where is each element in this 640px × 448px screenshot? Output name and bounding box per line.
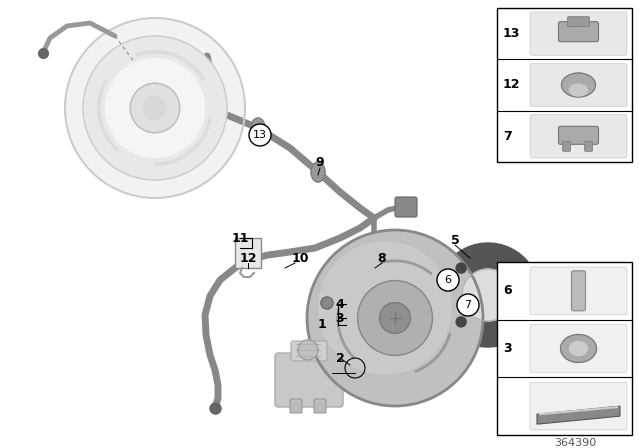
Text: 5: 5 — [451, 233, 460, 246]
Circle shape — [510, 317, 520, 327]
Ellipse shape — [358, 280, 433, 355]
Text: 3: 3 — [336, 311, 344, 324]
Text: 13: 13 — [503, 27, 520, 40]
Ellipse shape — [307, 230, 483, 406]
Ellipse shape — [83, 36, 227, 180]
FancyBboxPatch shape — [290, 399, 302, 413]
FancyBboxPatch shape — [291, 341, 327, 361]
Ellipse shape — [311, 162, 325, 182]
Text: 8: 8 — [378, 251, 387, 264]
Text: 364390: 364390 — [554, 438, 596, 448]
Circle shape — [249, 124, 271, 146]
Ellipse shape — [380, 302, 410, 333]
Circle shape — [298, 340, 318, 360]
FancyBboxPatch shape — [314, 399, 326, 413]
FancyBboxPatch shape — [559, 22, 598, 42]
Text: 9: 9 — [316, 155, 324, 168]
FancyBboxPatch shape — [530, 267, 627, 314]
Text: 6: 6 — [503, 284, 511, 297]
Ellipse shape — [561, 335, 596, 362]
Circle shape — [436, 243, 540, 347]
FancyBboxPatch shape — [530, 12, 627, 56]
Text: 12: 12 — [503, 78, 520, 91]
Ellipse shape — [561, 73, 595, 97]
Circle shape — [321, 297, 333, 309]
Text: 1: 1 — [317, 319, 326, 332]
Circle shape — [462, 269, 514, 321]
Ellipse shape — [570, 341, 588, 356]
FancyBboxPatch shape — [497, 8, 632, 162]
Polygon shape — [537, 406, 620, 424]
FancyBboxPatch shape — [530, 325, 627, 372]
Circle shape — [457, 294, 479, 316]
FancyBboxPatch shape — [568, 17, 589, 27]
Text: 7: 7 — [503, 130, 512, 143]
Text: 4: 4 — [335, 298, 344, 311]
Text: 10: 10 — [291, 251, 308, 264]
Text: 13: 13 — [253, 130, 267, 140]
FancyBboxPatch shape — [572, 271, 586, 311]
FancyBboxPatch shape — [584, 141, 593, 151]
FancyBboxPatch shape — [530, 115, 627, 158]
Ellipse shape — [144, 97, 166, 119]
Ellipse shape — [65, 18, 245, 198]
FancyBboxPatch shape — [530, 382, 627, 430]
FancyBboxPatch shape — [563, 141, 570, 151]
FancyBboxPatch shape — [497, 262, 632, 435]
Text: 11: 11 — [231, 232, 249, 245]
Circle shape — [456, 263, 466, 273]
Circle shape — [456, 317, 466, 327]
Ellipse shape — [251, 118, 265, 138]
Ellipse shape — [131, 83, 180, 133]
FancyBboxPatch shape — [275, 353, 343, 407]
Ellipse shape — [570, 84, 588, 96]
FancyBboxPatch shape — [559, 126, 598, 144]
Text: 3: 3 — [503, 342, 511, 355]
FancyBboxPatch shape — [530, 63, 627, 107]
FancyBboxPatch shape — [235, 238, 261, 268]
Text: 6: 6 — [445, 275, 451, 285]
Text: 2: 2 — [335, 352, 344, 365]
Text: 7: 7 — [465, 300, 472, 310]
Ellipse shape — [106, 59, 205, 158]
FancyBboxPatch shape — [395, 197, 417, 217]
Text: 12: 12 — [239, 251, 257, 264]
Circle shape — [510, 263, 520, 273]
Ellipse shape — [319, 242, 451, 374]
Circle shape — [437, 269, 459, 291]
